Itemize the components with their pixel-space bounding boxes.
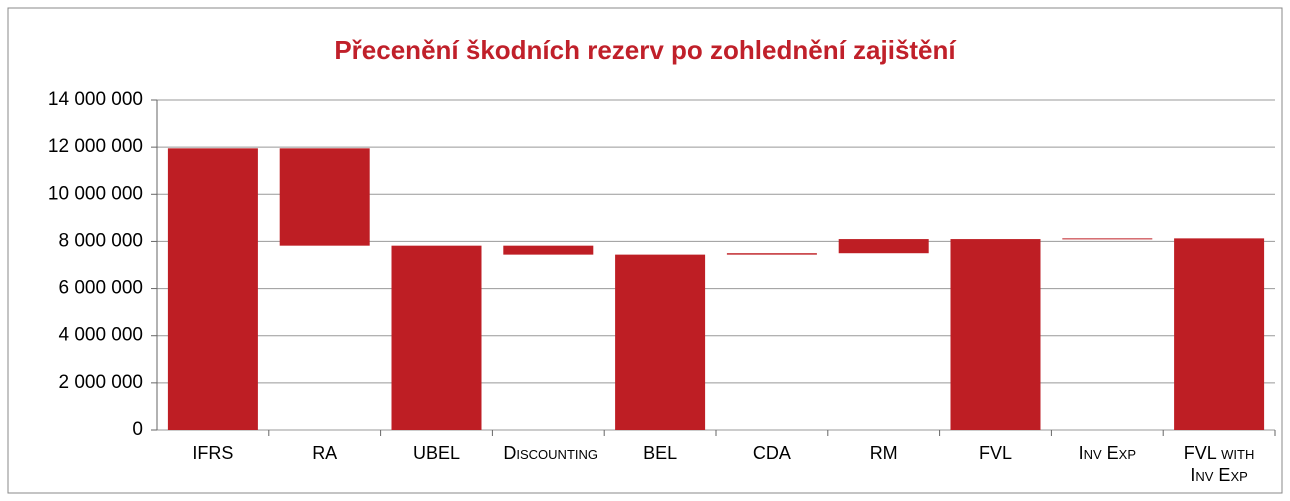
y-tick-label: 14 000 000: [48, 89, 143, 110]
bar: [1174, 238, 1265, 430]
chart-title: Přecenění škodních rezerv po zohlednění …: [334, 35, 956, 65]
bar: [391, 245, 482, 430]
x-tick-label: Inv Exp: [1078, 443, 1136, 463]
x-tick-label: RA: [312, 443, 338, 463]
y-tick-label: 12 000 000: [48, 136, 143, 157]
bar: [167, 148, 258, 431]
bar: [503, 245, 594, 255]
bar: [279, 148, 370, 246]
x-tick-label: BEL: [643, 443, 678, 463]
x-tick-label: CDA: [752, 443, 791, 463]
bar: [1062, 238, 1153, 240]
x-tick-label: Discounting: [503, 443, 599, 463]
y-tick-label: 4 000 000: [58, 325, 143, 346]
bar: [726, 253, 817, 255]
bar: [838, 239, 929, 254]
x-tick-label: FVL: [978, 443, 1012, 463]
x-tick-label: RM: [869, 443, 898, 463]
x-tick-label: UBEL: [412, 443, 460, 463]
y-tick-label: 0: [132, 419, 143, 440]
bar: [950, 239, 1041, 430]
y-tick-label: 2 000 000: [58, 372, 143, 393]
chart-frame: [7, 7, 1283, 494]
y-tick-label: 10 000 000: [48, 183, 143, 204]
x-tick-label: IFRS: [192, 443, 234, 463]
bar: [615, 254, 706, 430]
y-tick-label: 8 000 000: [58, 230, 143, 251]
y-tick-label: 6 000 000: [58, 278, 143, 299]
x-tick-label: FVL with Inv Exp: [1183, 443, 1255, 485]
